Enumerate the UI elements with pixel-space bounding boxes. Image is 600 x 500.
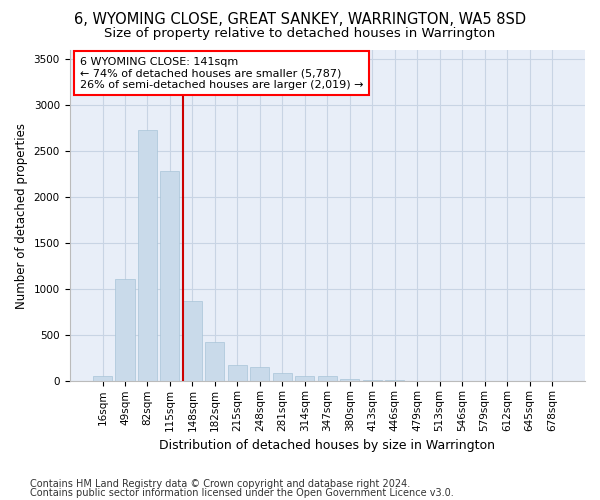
Bar [318, 376, 337, 382]
Bar [160, 170, 179, 382]
Text: 6 WYOMING CLOSE: 141sqm
← 74% of detached houses are smaller (5,787)
26% of semi: 6 WYOMING CLOSE: 141sqm ← 74% of detache… [80, 56, 364, 90]
Bar [115, 279, 134, 382]
Bar [228, 366, 247, 382]
Bar [340, 378, 359, 382]
Bar [273, 373, 292, 382]
Bar [93, 376, 112, 382]
Bar [183, 302, 202, 382]
Text: 6, WYOMING CLOSE, GREAT SANKEY, WARRINGTON, WA5 8SD: 6, WYOMING CLOSE, GREAT SANKEY, WARRINGT… [74, 12, 526, 28]
Y-axis label: Number of detached properties: Number of detached properties [15, 122, 28, 308]
Bar [205, 342, 224, 382]
Bar [385, 380, 404, 382]
Text: Contains HM Land Registry data © Crown copyright and database right 2024.: Contains HM Land Registry data © Crown c… [30, 479, 410, 489]
Text: Contains public sector information licensed under the Open Government Licence v3: Contains public sector information licen… [30, 488, 454, 498]
Bar [295, 376, 314, 382]
Bar [362, 380, 382, 382]
Bar [138, 130, 157, 382]
Text: Size of property relative to detached houses in Warrington: Size of property relative to detached ho… [104, 28, 496, 40]
X-axis label: Distribution of detached houses by size in Warrington: Distribution of detached houses by size … [159, 440, 495, 452]
Bar [250, 366, 269, 382]
